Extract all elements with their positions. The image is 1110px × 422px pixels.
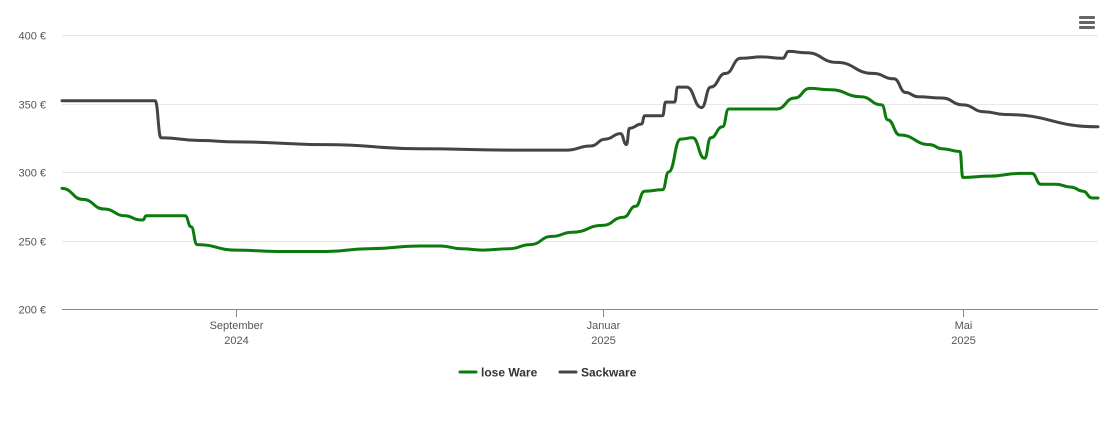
grid [62, 35, 1098, 242]
x-tick-label-year: 2025 [591, 335, 615, 347]
y-tick-label: 300 € [18, 168, 46, 180]
x-tick-label-month: Mai [955, 320, 973, 332]
legend-item-sackware[interactable]: Sackware [581, 366, 637, 380]
y-tick-label: 400 € [18, 31, 46, 43]
legend-item-lose-ware[interactable]: lose Ware [481, 366, 538, 380]
x-tick-label-year: 2025 [951, 335, 975, 347]
y-tick-label: 250 € [18, 237, 46, 249]
hamburger-menu-icon [1079, 16, 1095, 19]
x-axis: September 2024 Januar 2025 Mai 2025 [210, 309, 976, 347]
menu-button[interactable] [1074, 10, 1100, 34]
series-line-lose-ware [60, 86, 1100, 253]
x-tick-label-month: September [210, 320, 264, 332]
series-line-sackware [60, 49, 1100, 152]
y-axis: 200 € 250 € 300 € 350 € 400 € [18, 31, 46, 317]
y-tick-label: 350 € [18, 100, 46, 112]
series-group [60, 49, 1100, 253]
hamburger-menu-icon [1079, 26, 1095, 29]
x-tick-label-month: Januar [587, 320, 621, 332]
legend[interactable]: lose Ware Sackware [458, 366, 637, 380]
x-tick-label-year: 2024 [224, 335, 248, 347]
y-tick-label: 200 € [18, 305, 46, 317]
hamburger-menu-icon [1079, 21, 1095, 24]
